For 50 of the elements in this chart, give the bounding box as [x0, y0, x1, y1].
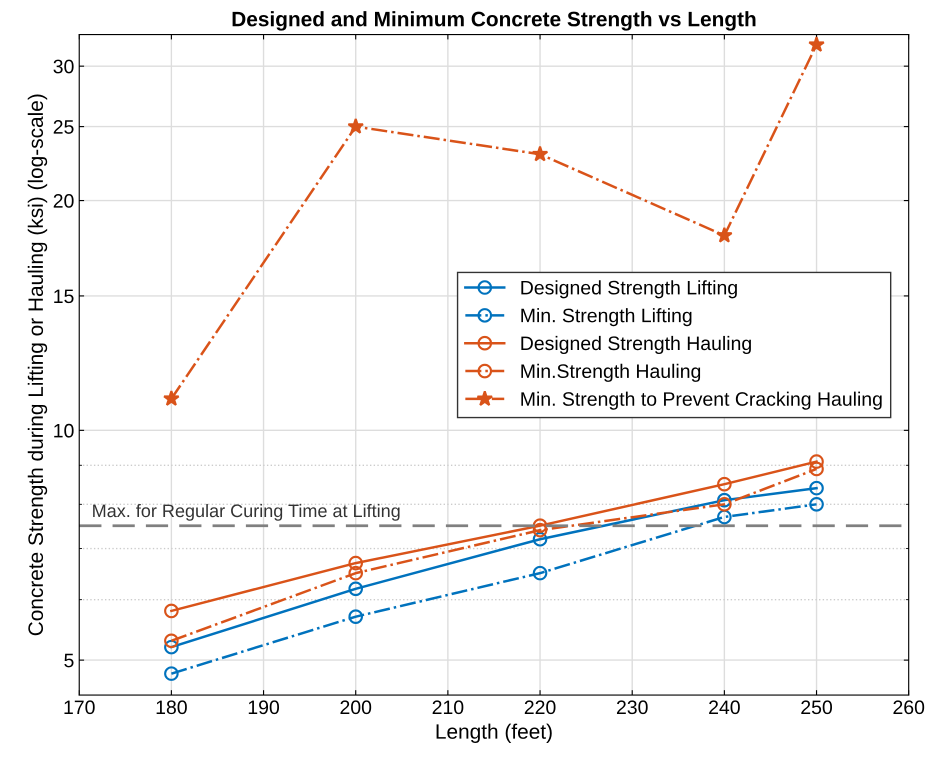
x-axis-title: Length (feet): [436, 724, 552, 744]
point: [348, 556, 364, 570]
y-tick-label: 15: [54, 290, 74, 304]
legend-label: Designed Strength Lifting: [521, 280, 737, 298]
point: [348, 566, 364, 580]
x-tick-label: 220: [524, 700, 556, 714]
point: [532, 518, 548, 533]
point: [164, 604, 179, 618]
point: [809, 497, 824, 512]
point: [717, 476, 732, 492]
legend-label: Min.Strength Hauling: [521, 364, 700, 382]
ref-line-label: Max. for Regular Curing Time at Lifting: [93, 504, 400, 521]
point: [532, 566, 548, 580]
x-tick-label: 230: [616, 700, 648, 714]
point: [717, 492, 732, 508]
legend-label: Designed Strength Hauling: [521, 336, 751, 354]
y-tick-label: 10: [54, 424, 74, 438]
y-tick-label: 25: [54, 120, 74, 134]
x-tick-label: 190: [248, 700, 280, 714]
x-tick-label: 200: [340, 700, 372, 714]
point: [532, 146, 548, 162]
x-tick-label: 170: [64, 700, 95, 714]
point: [348, 609, 364, 624]
point: [347, 118, 364, 134]
point: [717, 510, 732, 524]
point: [348, 582, 364, 596]
point: [717, 497, 732, 512]
point: [164, 634, 179, 648]
point: [716, 226, 733, 243]
y-tick-label: 20: [54, 194, 74, 208]
point: [532, 522, 548, 538]
point: [532, 532, 548, 547]
y-tick-label: 30: [53, 60, 74, 74]
x-tick-label: 250: [801, 700, 832, 714]
point: [164, 666, 179, 681]
legend-label: Min. Strength Lifting: [521, 308, 692, 326]
point: [163, 390, 180, 406]
x-tick-label: 260: [893, 700, 924, 714]
chart-title: Designed and Minimum Concrete Strength vs Length: [232, 11, 756, 31]
point: [809, 454, 824, 469]
y-axis-title: Concrete Strength during Lifting or Hauling (ksi) (log-scale): [28, 94, 48, 636]
x-tick-label: 240: [709, 700, 740, 714]
point: [809, 480, 824, 496]
point: [809, 462, 824, 476]
point: [808, 36, 825, 52]
x-tick-label: 210: [432, 700, 464, 714]
x-tick-label: 180: [156, 700, 187, 714]
y-tick-label: 5: [64, 654, 74, 668]
point: [164, 640, 179, 654]
legend-label: Min. Strength to Prevent Cracking Hauling: [521, 392, 882, 410]
